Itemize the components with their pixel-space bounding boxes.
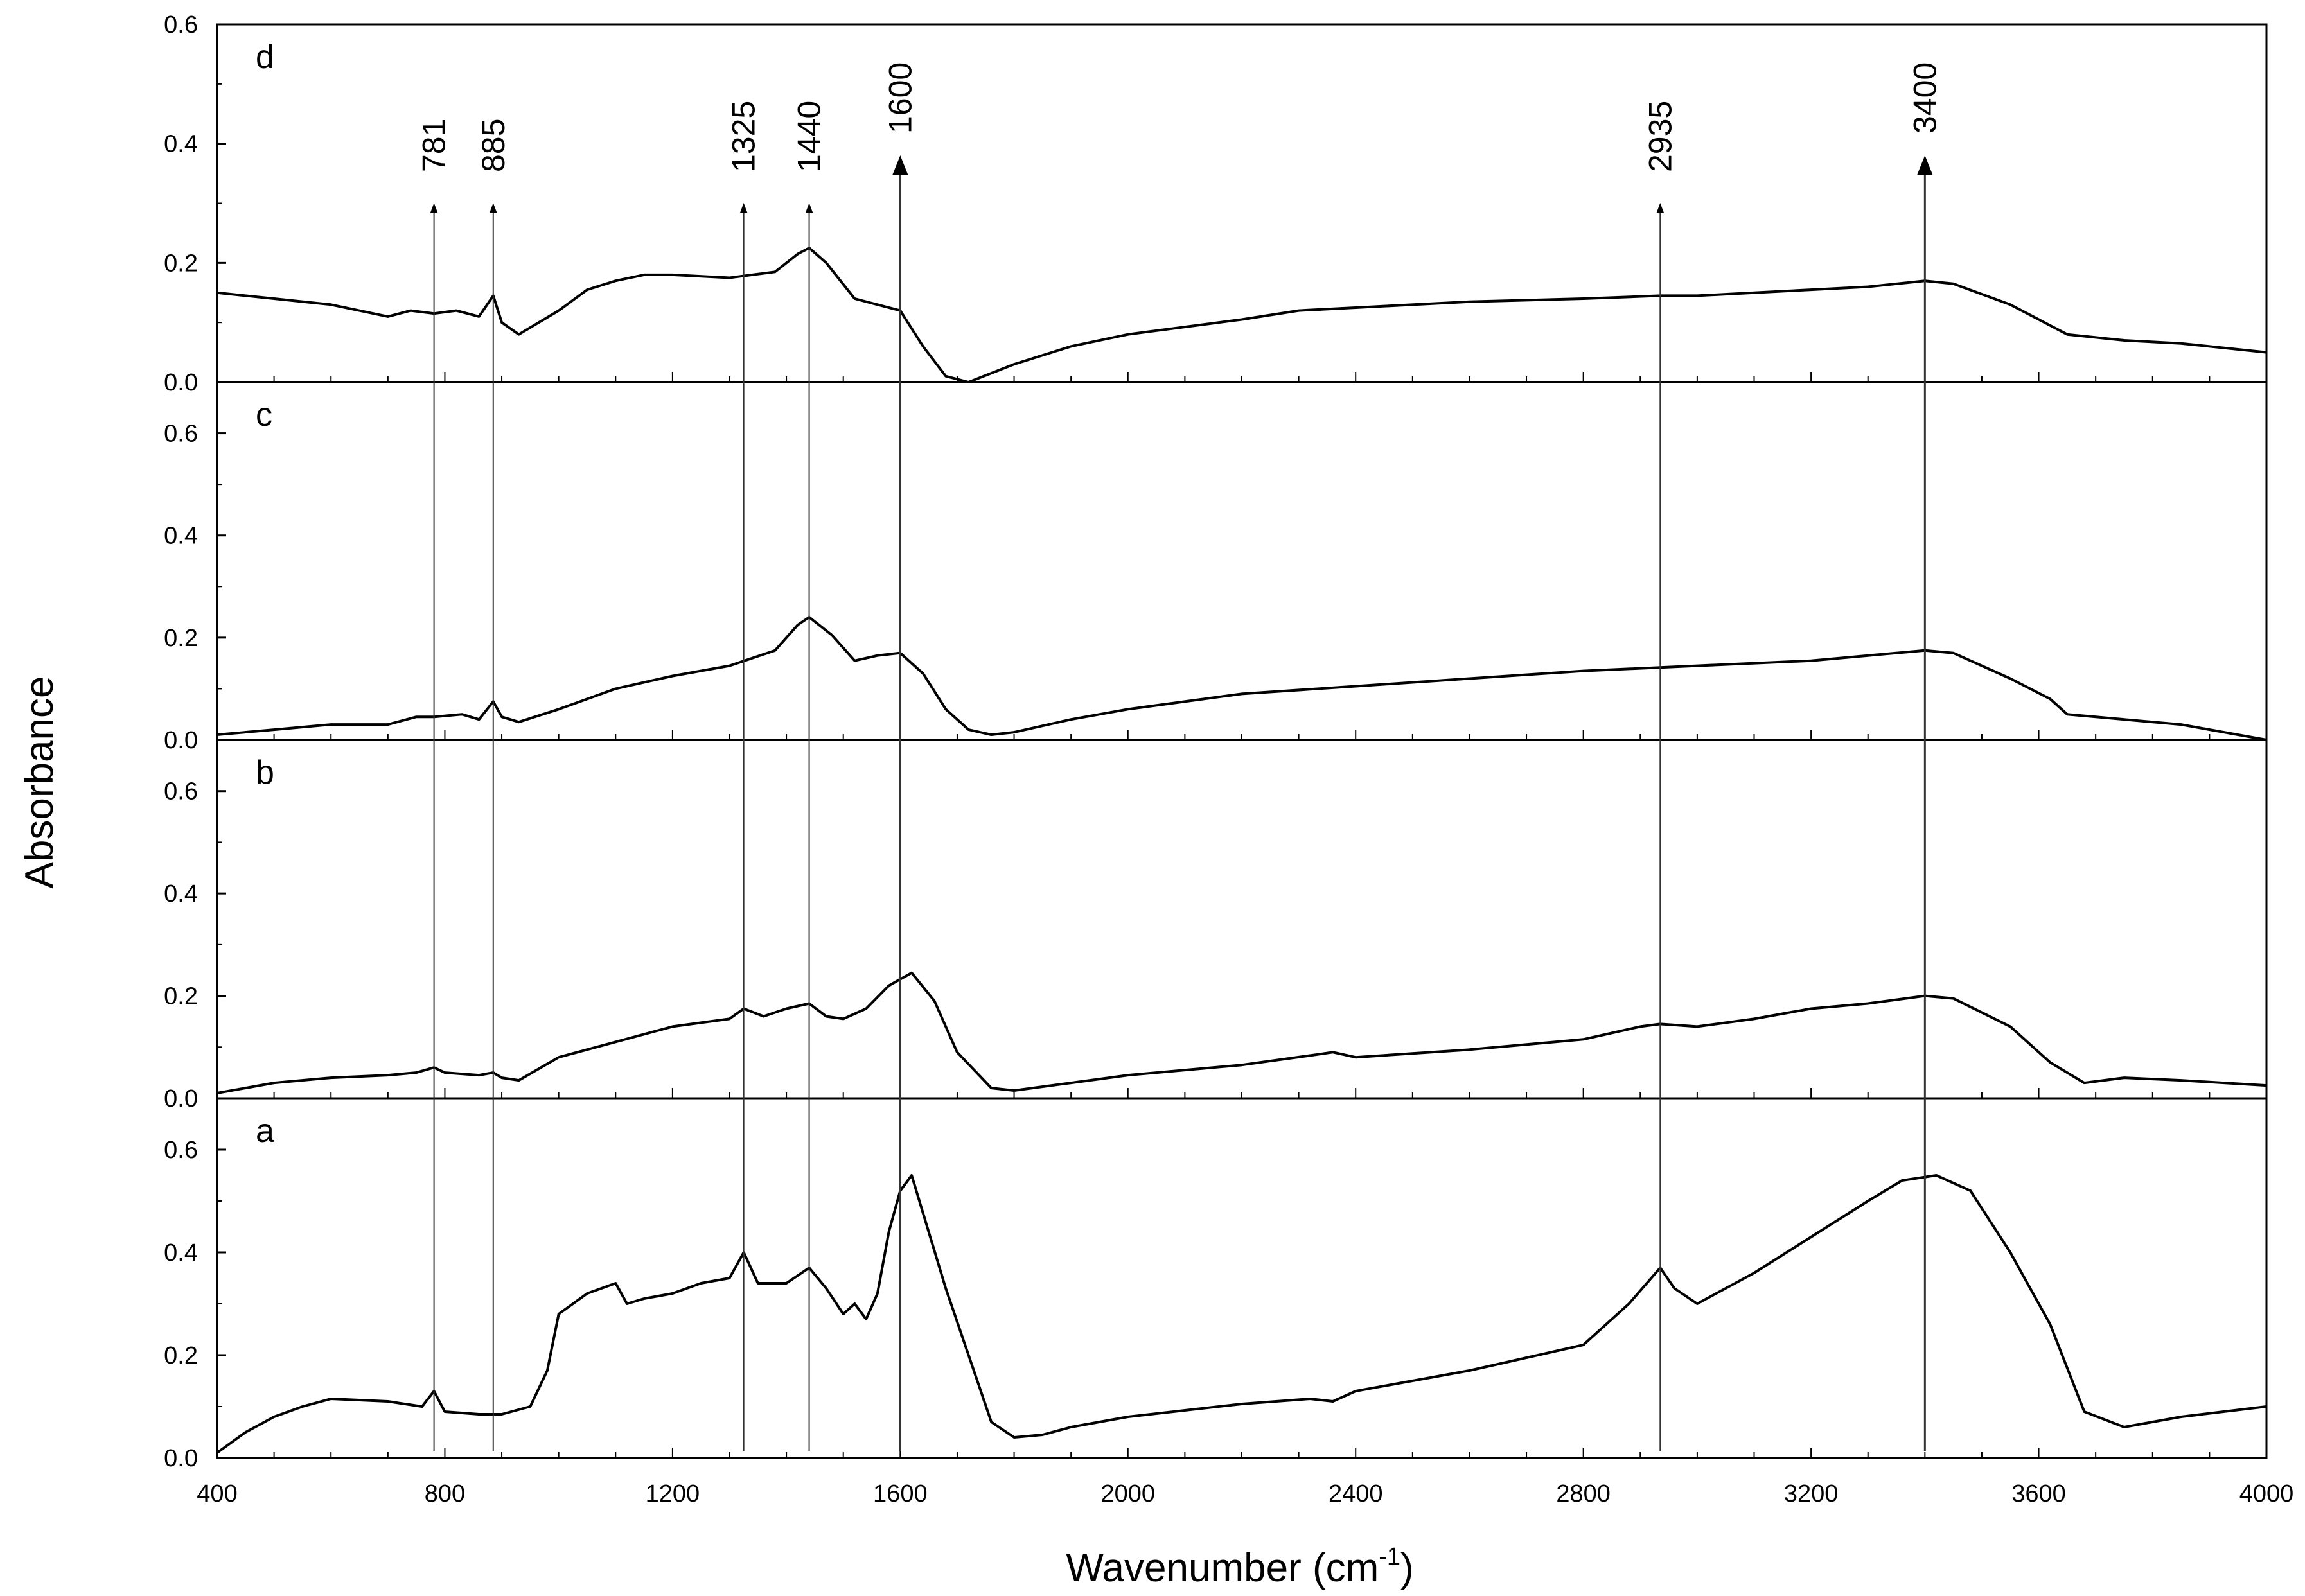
- peak-label: 2935: [1642, 101, 1678, 172]
- x-tick-label: 1600: [873, 1480, 928, 1507]
- x-tick-label: 4000: [2239, 1480, 2294, 1507]
- peak-label: 781: [416, 119, 452, 172]
- peak-annotation-1440: 1440: [791, 101, 827, 1451]
- x-tick-label: 2800: [1556, 1480, 1611, 1507]
- x-axis-title-suffix: ): [1400, 1546, 1414, 1590]
- peak-label: 1600: [882, 62, 918, 134]
- spectrum-line-b: [216, 971, 2267, 1094]
- y-tick-label-d: 0.2: [164, 250, 198, 277]
- y-tick-label-d: 0.0: [164, 369, 198, 396]
- peak-arrow-head: [1917, 155, 1933, 175]
- y-tick-label-b: 0.6: [164, 778, 198, 805]
- y-tick-label-c: 0.4: [164, 523, 198, 550]
- y-tick-label-b: 0.0: [164, 1085, 198, 1112]
- panel-b: 0.0 0.2 0.4 0.6 b: [164, 739, 2268, 1112]
- y-tick-label-a: 0.2: [164, 1342, 198, 1369]
- panels: 0.00.20.40.6d0.00.20.40.6c0.00.20.40.6b0…: [164, 12, 2268, 1472]
- x-tick-label: 3200: [1784, 1480, 1839, 1507]
- peak-label: 1325: [726, 101, 762, 172]
- peak-annotation-781: 781: [416, 119, 452, 1451]
- peak-arrow-head: [430, 203, 438, 213]
- x-tick-label: 2400: [1329, 1480, 1383, 1507]
- x-axis-title-main: Wavenumber (cm: [1066, 1546, 1379, 1590]
- y-tick-label-a: 0.4: [164, 1240, 198, 1267]
- peak-label: 1440: [791, 101, 827, 172]
- x-tick-label: 2000: [1101, 1480, 1156, 1507]
- y-tick-label-b: 0.2: [164, 983, 198, 1010]
- peak-arrow-head: [805, 203, 813, 213]
- spectrum-line-c: [216, 616, 2267, 741]
- panel-label-a: a: [256, 1112, 274, 1150]
- y-tick-label-b: 0.4: [164, 881, 198, 908]
- x-tick-label: 800: [425, 1480, 465, 1507]
- peak-arrow-head: [1656, 203, 1665, 213]
- y-tick-label-a: 0.6: [164, 1137, 198, 1164]
- y-tick-label-d: 0.4: [164, 131, 198, 158]
- peak-annotation-2935: 2935: [1642, 101, 1678, 1451]
- peak-annotation-885: 885: [475, 119, 511, 1451]
- x-axis-title: Wavenumber (cm-1): [1066, 1543, 1413, 1590]
- peak-arrow-head: [739, 203, 748, 213]
- peak-annotation-1325: 1325: [726, 101, 762, 1451]
- y-tick-label-c: 0.0: [164, 727, 198, 754]
- panel-a: 0.0 0.2 0.4 0.6 a: [164, 1097, 2268, 1472]
- y-axis-title: Absorbance: [17, 676, 62, 889]
- y-tick-label-a: 0.0: [164, 1445, 198, 1472]
- peak-arrow-head: [489, 203, 497, 213]
- panel-label-c: c: [256, 396, 272, 434]
- panel-label-b: b: [256, 754, 274, 791]
- x-axis: 400 800 1200 1600 2000 2400 2800 3200 3600 4000: [197, 1480, 2293, 1507]
- x-tick-label: 1200: [646, 1480, 700, 1507]
- x-tick-label: 3600: [2011, 1480, 2066, 1507]
- x-tick-label: 400: [197, 1480, 237, 1507]
- peak-annotation-1600: 1600: [882, 62, 918, 1451]
- y-tick-label-d: 0.6: [164, 12, 198, 39]
- peak-label: 3400: [1907, 62, 1943, 134]
- peak-annotation-3400: 3400: [1907, 62, 1943, 1451]
- peak-label: 885: [475, 119, 511, 172]
- y-tick-label-c: 0.6: [164, 421, 198, 448]
- peak-arrow-head: [892, 155, 908, 175]
- y-tick-label-c: 0.2: [164, 625, 198, 652]
- peak-guide-lines: 781 885 1325 1440 1600 2935 3400: [416, 62, 1943, 1451]
- x-axis-title-superscript: -1: [1379, 1543, 1400, 1570]
- panel-label-d: d: [256, 39, 274, 76]
